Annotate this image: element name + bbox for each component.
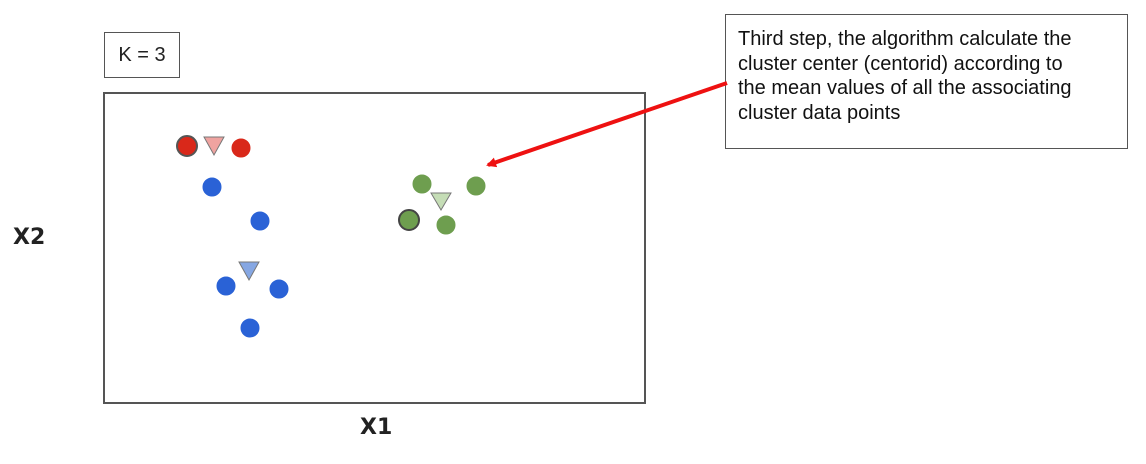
annotation-line: cluster data points	[738, 101, 901, 124]
x-axis-label: X1	[360, 415, 393, 440]
annotation-line: cluster center (centorid) according to	[738, 52, 1063, 75]
annotation-line: Third step, the algorithm calculate the	[738, 28, 1072, 50]
y-axis-label: X2	[13, 225, 46, 250]
annotation-box: Third step, the algorithm calculate the …	[725, 14, 1128, 149]
annotation-line: the mean values of all the associating	[738, 77, 1072, 99]
plot-area	[103, 92, 646, 404]
k-value-label: K = 3	[104, 32, 180, 78]
